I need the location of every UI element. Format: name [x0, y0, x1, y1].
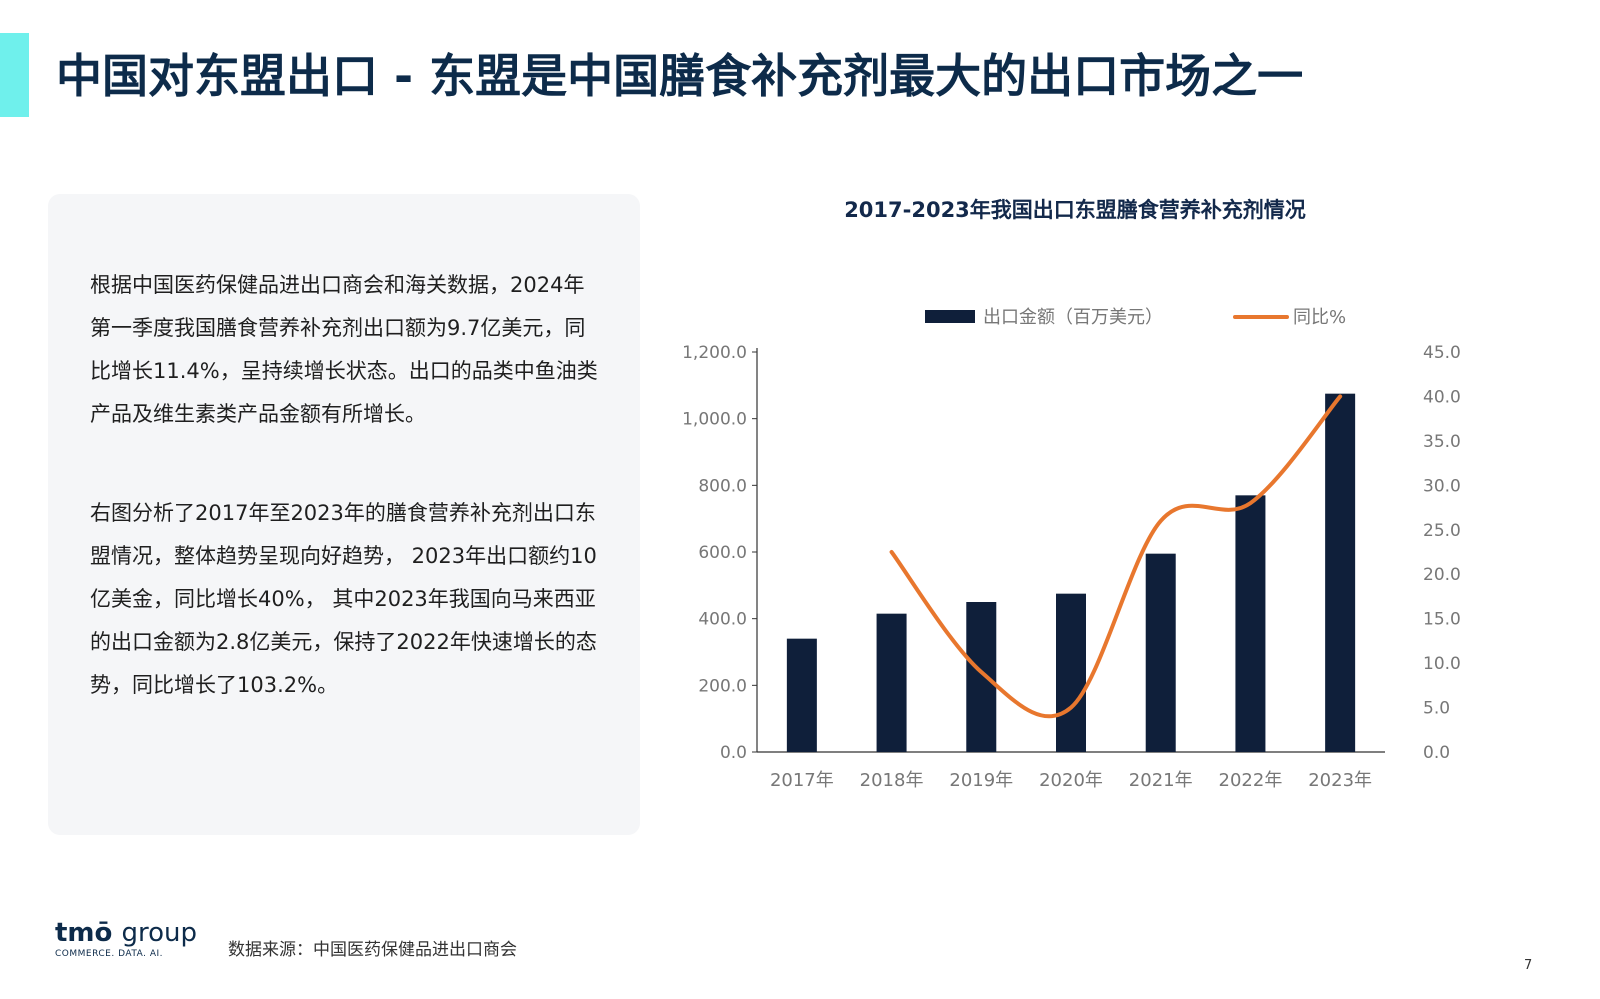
y-right-tick-label: 30.0	[1423, 476, 1461, 496]
y-right-tick-label: 0.0	[1423, 743, 1450, 763]
y-right-tick-label: 45.0	[1423, 343, 1461, 363]
bar-2022年	[1235, 495, 1266, 752]
y-right-tick-label: 35.0	[1423, 432, 1461, 452]
logo-group: group	[121, 918, 197, 948]
data-source: 数据来源：中国医药保健品进出口商会	[228, 940, 517, 960]
bar-2023年	[1325, 393, 1356, 752]
logo-main: tmō	[55, 918, 113, 948]
page-number: 7	[1524, 958, 1533, 973]
y-right-tick-label: 10.0	[1423, 654, 1461, 674]
bar-2021年	[1145, 553, 1176, 752]
y-right-tick-label: 25.0	[1423, 521, 1461, 541]
y-right-tick-label: 5.0	[1423, 699, 1450, 719]
yoy-growth-line	[889, 394, 1343, 719]
y-left-tick-label: 200.0	[698, 676, 747, 696]
x-tick-label: 2017年	[770, 770, 834, 791]
summary-paragraph-1: 根据中国医药保健品进出口商会和海关数据，2024年第一季度我国膳食营养补充剂出口…	[90, 273, 598, 426]
y-left-tick-label: 400.0	[698, 610, 747, 630]
y-right-tick-label: 15.0	[1423, 610, 1461, 630]
logo-tagline: COMMERCE. DATA. AI.	[55, 949, 164, 959]
y-right-tick-label: 20.0	[1423, 565, 1461, 585]
chart-title: 2017-2023年我国出口东盟膳食营养补充剂情况	[844, 198, 1306, 222]
x-tick-label: 2020年	[1039, 770, 1103, 791]
y-left-tick-label: 600.0	[698, 543, 747, 563]
bar-2019年	[966, 602, 997, 752]
bar-2017年	[786, 638, 817, 752]
page-title: 中国对东盟出口 - 东盟是中国膳食补充剂最大的出口市场之一	[56, 49, 1304, 103]
x-tick-label: 2018年	[860, 770, 924, 791]
x-tick-label: 2021年	[1129, 770, 1193, 791]
legend-bar-label: 出口金额（百万美元）	[983, 307, 1163, 328]
y-right-tick-label: 40.0	[1423, 387, 1461, 407]
y-left-tick-label: 0.0	[720, 743, 747, 763]
legend-line-label: 同比%	[1293, 307, 1346, 328]
legend-bar-swatch	[925, 310, 975, 323]
bar-2020年	[1056, 593, 1086, 752]
summary-paragraph-2: 右图分析了2017年至2023年的膳食营养补充剂出口东盟情况，整体趋势呈现向好趋…	[90, 501, 597, 697]
y-left-tick-label: 1,200.0	[682, 343, 747, 363]
bar-2018年	[876, 613, 907, 752]
x-tick-label: 2022年	[1219, 770, 1283, 791]
y-left-tick-label: 800.0	[698, 476, 747, 496]
y-left-tick-label: 1,000.0	[682, 410, 747, 430]
summary-card: 根据中国医药保健品进出口商会和海关数据，2024年第一季度我国膳食营养补充剂出口…	[48, 194, 640, 835]
company-logo: tmō group COMMERCE. DATA. AI.	[55, 920, 197, 959]
x-tick-label: 2019年	[949, 770, 1013, 791]
title-accent-bar	[0, 33, 29, 117]
export-chart: 0.0 200.0 400.0 600.0 800.0 1,000.0 1,200.0 0.0…	[682, 307, 1461, 791]
x-tick-label: 2023年	[1308, 770, 1372, 791]
